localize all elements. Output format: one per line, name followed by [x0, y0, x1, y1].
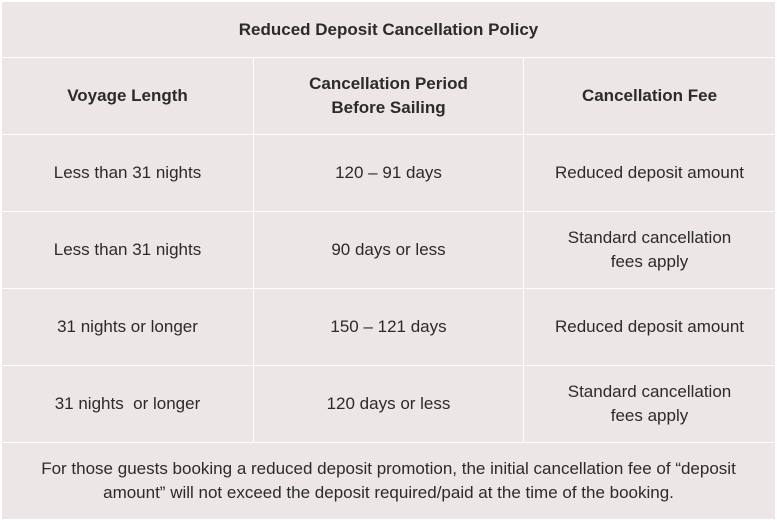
cell-voyage-length: Less than 31 nights: [1, 211, 254, 289]
table-row: 31 nights or longer 150 – 121 days Reduc…: [1, 288, 777, 366]
table-row: 31 nights or longer 120 days or less Sta…: [1, 365, 777, 443]
table-row: Less than 31 nights 90 days or less Stan…: [1, 211, 777, 289]
cell-cancellation-period: 120 days or less: [253, 365, 524, 443]
header-cancellation-fee: Cancellation Fee: [522, 57, 777, 135]
cell-cancellation-fee: Reduced deposit amount: [522, 134, 777, 212]
cell-cancellation-fee: Standard cancellation fees apply: [522, 365, 777, 443]
cell-voyage-length: Less than 31 nights: [1, 134, 254, 212]
cell-cancellation-fee-label: Standard cancellation fees apply: [567, 382, 732, 425]
policy-note: For those guests booking a reduced depos…: [0, 442, 777, 520]
note-row: For those guests booking a reduced depos…: [0, 442, 777, 520]
header-voyage-length: Voyage Length: [1, 57, 254, 135]
cell-cancellation-period: 150 – 121 days: [253, 288, 524, 366]
header-row: Voyage Length Cancellation Period Before…: [1, 57, 777, 135]
title-row: Reduced Deposit Cancellation Policy: [0, 1, 777, 58]
cell-cancellation-fee: Reduced deposit amount: [522, 288, 777, 366]
table-title: Reduced Deposit Cancellation Policy: [0, 1, 777, 58]
cell-cancellation-fee-label: Standard cancellation fees apply: [567, 228, 732, 271]
header-cancellation-period: Cancellation Period Before Sailing: [253, 57, 524, 135]
cell-cancellation-period: 120 – 91 days: [253, 134, 524, 212]
cell-cancellation-period: 90 days or less: [253, 211, 524, 289]
cell-cancellation-fee-label: Reduced deposit amount: [554, 163, 745, 182]
table-row: Less than 31 nights 120 – 91 days Reduce…: [1, 134, 777, 212]
cell-voyage-length: 31 nights or longer: [1, 288, 254, 366]
header-cancellation-period-label: Cancellation Period Before Sailing: [309, 74, 468, 117]
cell-voyage-length: 31 nights or longer: [1, 365, 254, 443]
cell-cancellation-fee-label: Reduced deposit amount: [554, 317, 745, 336]
cell-cancellation-fee: Standard cancellation fees apply: [522, 211, 777, 289]
